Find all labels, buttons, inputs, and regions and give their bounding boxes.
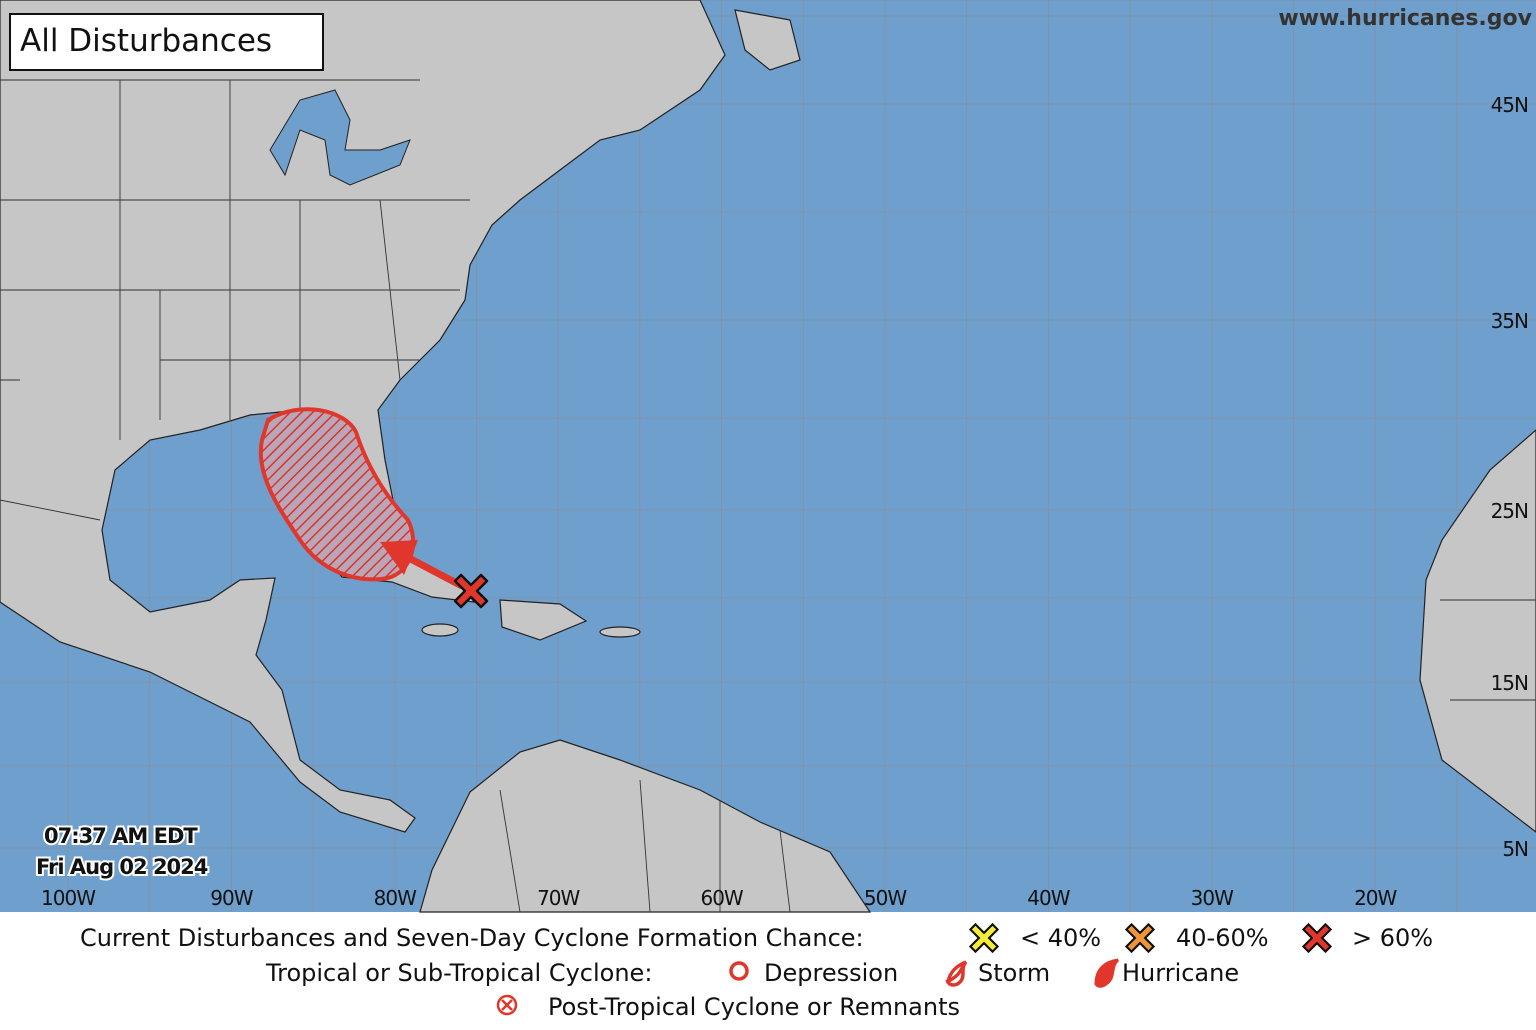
jamaica	[421, 623, 459, 637]
title-box	[9, 13, 324, 71]
map: All Disturbances www.hurricanes.gov 07:3…	[0, 0, 1536, 913]
icon-depression	[729, 961, 749, 981]
longitude-label: 70W	[537, 886, 580, 910]
icon-storm	[945, 960, 968, 987]
legend: Current Disturbances and Seven-Day Cyclo…	[80, 922, 1433, 1021]
borders	[0, 79, 1536, 913]
longitude-label: 60W	[700, 886, 743, 910]
latitude-label: 35N	[1491, 309, 1528, 333]
latitude-label: 25N	[1491, 499, 1528, 523]
latitude-label: 5N	[1502, 837, 1528, 861]
date: Fri Aug 02 2024	[36, 855, 208, 879]
post-tropical-label: Post-Tropical Cyclone or Remnants	[548, 993, 960, 1021]
map-title: All Disturbances	[20, 23, 272, 59]
legend-item: Storm	[978, 959, 1050, 987]
africa	[1419, 429, 1536, 833]
latitude-label: 15N	[1491, 671, 1528, 695]
newfoundland	[734, 9, 801, 71]
longitude-label: 80W	[374, 886, 417, 910]
longitude-label: 100W	[41, 886, 96, 910]
longitude-label: 90W	[210, 886, 253, 910]
track-arrow	[403, 552, 464, 590]
cyclone-label: Tropical or Sub-Tropical Cyclone:	[265, 959, 652, 987]
north-america	[0, 0, 726, 833]
formation-label: Current Disturbances and Seven-Day Cyclo…	[80, 924, 864, 952]
disturbance-marker[interactable]	[453, 573, 489, 609]
icon-low	[968, 922, 1000, 954]
time: 07:37 AM EDT	[44, 824, 198, 848]
puerto-rico	[599, 626, 641, 638]
icon-hurricane	[1094, 958, 1120, 988]
legend-item: 40-60%	[1176, 924, 1269, 952]
icon-high	[1301, 922, 1333, 954]
legend-item: > 60%	[1352, 924, 1433, 952]
longitude-label: 20W	[1354, 886, 1397, 910]
arrow-head	[380, 540, 418, 575]
longitude-label: 30W	[1191, 886, 1234, 910]
axis-labels: 45N 35N 25N 15N 5N 100W 90W 80W 70W 60W 50W 40W 30W 2…	[41, 93, 1529, 910]
great-lakes	[269, 89, 411, 186]
legend-item: Depression	[764, 959, 898, 987]
south-america	[419, 739, 872, 913]
icon-post-tropical	[496, 994, 518, 1016]
longitude-label: 40W	[1027, 886, 1070, 910]
hispaniola	[499, 599, 588, 641]
legend-item: < 40%	[1020, 924, 1101, 952]
icon-post-tropical-x	[501, 999, 513, 1011]
longitude-label: 50W	[864, 886, 907, 910]
latitude-label: 45N	[1491, 93, 1528, 117]
legend-item: Hurricane	[1122, 959, 1239, 987]
website[interactable]: www.hurricanes.gov	[1278, 6, 1532, 31]
icon-medium	[1124, 922, 1156, 954]
